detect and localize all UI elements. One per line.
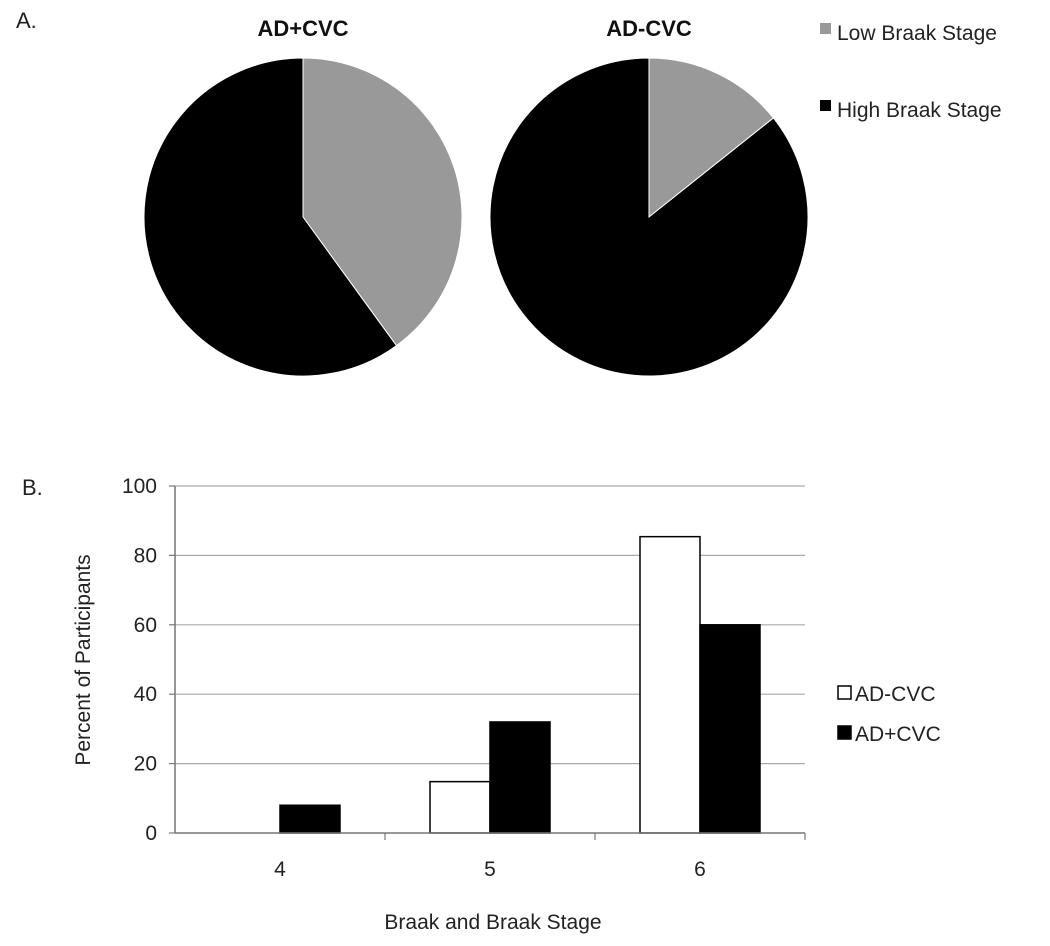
pie-slice-ad-plus-cvc-low-braak	[302, 57, 463, 347]
y-axis-title: Percent of Participants	[72, 554, 95, 765]
x-tick-labels: 4 5 6	[274, 833, 806, 881]
y-tick-label-80: 80	[134, 544, 157, 567]
y-tick-label-60: 60	[134, 614, 157, 637]
x-tick-label-4: 4	[274, 858, 286, 881]
y-tick-label-0: 0	[145, 822, 157, 845]
legend-swatch-high	[820, 100, 831, 111]
legend-swatch-low	[820, 23, 831, 34]
panel-b-label: B.	[22, 475, 43, 500]
bar-legend: AD-CVC AD+CVC	[837, 683, 941, 746]
pie-slices-ad-minus-cvc	[489, 57, 809, 377]
pie-slice-ad-minus-cvc-high-braak	[489, 57, 809, 377]
pie-slices-ad-plus-cvc	[143, 57, 463, 377]
bars	[279, 535, 761, 834]
legend-swatch-ad-minus-cvc	[837, 685, 852, 700]
pie-chart-ad-plus-cvc: AD+CVC	[143, 16, 463, 377]
panel-a-label: A.	[16, 8, 37, 33]
y-tick-label-100: 100	[122, 475, 157, 498]
bar-ad-minus-cvc-stage-5	[429, 780, 491, 834]
x-tick-label-6: 6	[694, 858, 706, 881]
bar-ad-minus-cvc-stage-6	[639, 535, 701, 834]
x-tick-label-5: 5	[484, 858, 496, 881]
y-tick-label-40: 40	[134, 683, 157, 706]
legend-label-high: High Braak Stage	[837, 99, 1002, 122]
x-axis-title: Braak and Braak Stage	[384, 911, 601, 934]
bar-ad-plus-cvc-stage-6	[699, 624, 761, 834]
y-tick-labels: 0 20 40 60 80 100	[122, 475, 175, 845]
pie-legend: Low Braak Stage High Braak Stage	[820, 22, 1002, 122]
pie-slice-ad-minus-cvc-low-braak	[648, 57, 775, 219]
legend-label-ad-plus-cvc: AD+CVC	[855, 723, 941, 746]
legend-swatch-ad-plus-cvc	[837, 725, 852, 740]
y-tick-label-20: 20	[134, 753, 157, 776]
pie-slice-ad-plus-cvc-high-braak	[143, 57, 398, 377]
pie-chart-ad-minus-cvc: AD-CVC	[489, 16, 809, 377]
legend-label-low: Low Braak Stage	[837, 22, 997, 45]
bar-chart: 0 20 40 60 80 100 4 5 6 Braak and Braak Stage P…	[72, 475, 806, 934]
pie-title-ad-plus-cvc: AD+CVC	[257, 16, 348, 41]
bar-ad-plus-cvc-stage-4	[279, 804, 341, 834]
pie-title-ad-minus-cvc: AD-CVC	[606, 16, 692, 41]
bar-ad-plus-cvc-stage-5	[489, 721, 551, 834]
legend-label-ad-minus-cvc: AD-CVC	[855, 683, 936, 706]
